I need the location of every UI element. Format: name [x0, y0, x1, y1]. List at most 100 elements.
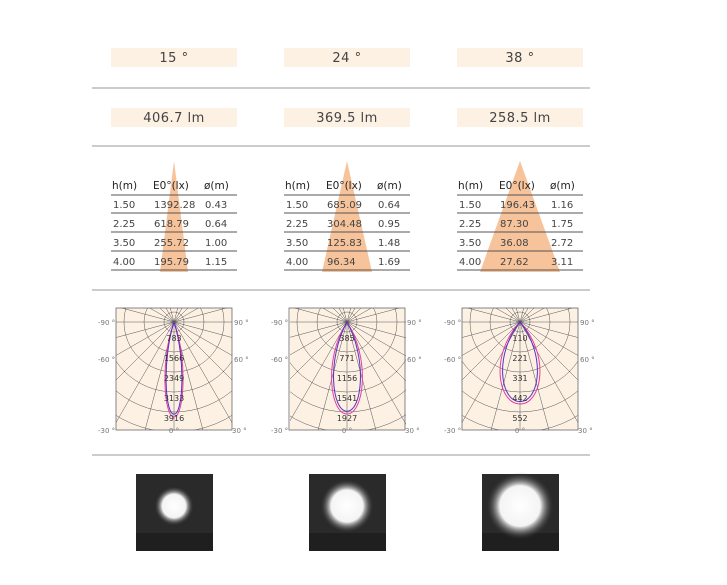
grid-ray: [116, 321, 175, 381]
table-header: ø(m): [204, 180, 229, 192]
light-spot: [154, 486, 194, 526]
polar-value: 2349: [164, 374, 184, 383]
table-header: h(m): [458, 180, 483, 192]
luminous-flux: 369.5 lm: [316, 111, 378, 126]
light-curve: [499, 321, 541, 405]
polar-grid: [290, 308, 406, 430]
table-cell: 1.75: [551, 219, 573, 230]
flux-box: [457, 108, 583, 127]
table-cell: 618.79: [154, 219, 189, 230]
grid-ray: [173, 321, 232, 356]
grid-ray: [346, 308, 401, 323]
angle-label: 0 °: [169, 427, 179, 435]
table-cell: 3.11: [551, 257, 573, 268]
table-cell: 1.00: [205, 238, 227, 249]
light-cone: [480, 161, 560, 272]
polar-value: 331: [512, 374, 527, 383]
grid-ray: [165, 308, 175, 323]
grid-ray: [346, 321, 406, 339]
grid-ray: [120, 308, 175, 323]
grid-ray: [149, 308, 175, 323]
grid-ray: [144, 321, 175, 430]
angle-label: -30 °: [444, 427, 461, 435]
table-cell: 0.64: [205, 219, 227, 230]
angle-label: -90 °: [444, 319, 461, 327]
polar-value: 110: [512, 334, 527, 343]
grid-ray: [116, 321, 175, 356]
table-cell: 1.16: [551, 200, 573, 211]
grid-ray: [462, 321, 521, 381]
table-cell: 1.15: [205, 257, 227, 268]
angle-label: -60 °: [98, 356, 115, 364]
angle-label: 0 °: [342, 427, 352, 435]
table-cell: 125.83: [327, 238, 362, 249]
beam-angle: 38 °: [505, 51, 534, 66]
grid-ray: [346, 321, 406, 425]
luminous-flux: 406.7 lm: [143, 111, 205, 126]
grid-ray: [519, 321, 578, 338]
table-cell: 1.50: [286, 200, 308, 211]
grid-ray: [173, 321, 204, 430]
angle-label: 30 °: [232, 427, 247, 435]
polar-value: 221: [512, 354, 527, 363]
grid-ray: [519, 321, 578, 381]
angle-label: 30 °: [405, 427, 420, 435]
table-cell: 2.25: [459, 219, 481, 230]
light-curve: [164, 321, 184, 418]
table-header: h(m): [285, 180, 310, 192]
light-spot: [320, 479, 374, 533]
table-cell: 96.34: [327, 257, 356, 268]
photo-floor: [309, 533, 386, 551]
grid-ray: [322, 308, 348, 323]
polar-value: 1156: [337, 374, 357, 383]
polar-value: 3133: [164, 394, 184, 403]
photo-floor: [136, 533, 213, 551]
photo-floor: [482, 533, 559, 551]
grid-ray: [317, 321, 348, 430]
angle-label: 90 °: [407, 319, 422, 327]
flux-box: [284, 108, 410, 127]
table-header: E0°(lx): [326, 180, 362, 192]
grid-ray: [346, 321, 377, 430]
angle-label: 30 °: [578, 427, 593, 435]
grid-ray: [173, 321, 232, 338]
grid-ray: [173, 321, 232, 423]
table-cell: 1.50: [459, 200, 481, 211]
table-cell: 1392.28: [154, 200, 195, 211]
angle-label: 0 °: [515, 427, 525, 435]
angle-label: 90 °: [234, 319, 249, 327]
table-cell: 685.09: [327, 200, 362, 211]
grid-ray: [290, 321, 348, 422]
luminous-flux: 258.5 lm: [489, 111, 551, 126]
polar-value: 3916: [164, 414, 184, 423]
polar-frame: [115, 307, 233, 431]
table-cell: 304.48: [327, 219, 362, 230]
polar-value: 1541: [337, 394, 357, 403]
table-cell: 4.00: [459, 257, 481, 268]
table-cell: 1.69: [378, 257, 400, 268]
beam-angle: 24 °: [332, 51, 361, 66]
table-header: E0°(lx): [499, 180, 535, 192]
grid-ray: [290, 321, 348, 356]
table-header: h(m): [112, 180, 137, 192]
angle-label: -90 °: [98, 319, 115, 327]
table-cell: 3.50: [286, 238, 308, 249]
table-cell: 255.72: [154, 238, 189, 249]
light-curve: [165, 321, 183, 415]
grid-ray: [519, 321, 550, 430]
table-cell: 27.62: [500, 257, 529, 268]
table-header: ø(m): [550, 180, 575, 192]
angle-box: [284, 48, 410, 67]
table-header: ø(m): [377, 180, 402, 192]
grid-ray: [173, 308, 228, 323]
table-cell: 0.95: [378, 219, 400, 230]
table-cell: 2.25: [113, 219, 135, 230]
angle-label: -90 °: [271, 319, 288, 327]
table-cell: 36.08: [500, 238, 529, 249]
table-cell: 195.79: [154, 257, 189, 268]
light-curve: [331, 321, 363, 415]
angle-box: [457, 48, 583, 67]
angle-label: 60 °: [407, 356, 422, 364]
grid-ray: [462, 321, 521, 356]
